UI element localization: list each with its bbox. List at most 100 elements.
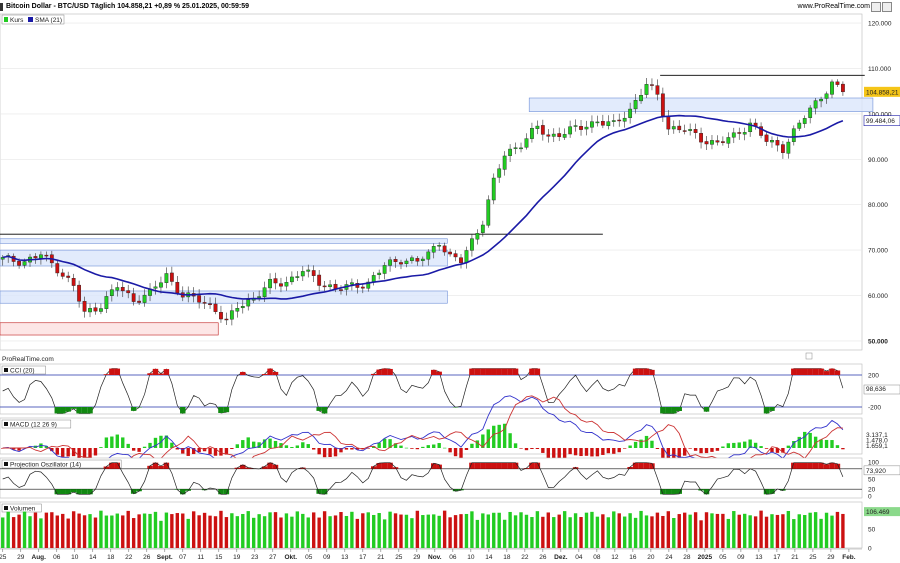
- po-overbought-fill: [480, 462, 486, 469]
- volume-bar: [481, 513, 485, 548]
- po-legend-icon: [4, 462, 8, 466]
- macd-histogram-bar: [366, 448, 370, 449]
- macd-histogram-bar: [208, 448, 212, 455]
- volume-bar: [737, 514, 741, 548]
- macd-histogram-bar: [508, 433, 512, 448]
- x-tick-label: 18: [107, 554, 115, 561]
- x-tick-label: 06: [53, 554, 61, 561]
- po-oversold-fill: [180, 489, 186, 495]
- candle-body: [66, 275, 71, 278]
- macd-histogram-bar: [55, 448, 59, 455]
- macd-histogram-bar: [519, 448, 523, 449]
- macd-histogram-bar: [388, 439, 392, 448]
- candle-body: [797, 122, 802, 129]
- x-tick-label: 26: [143, 554, 151, 561]
- po-overbought-fill: [267, 462, 273, 469]
- candle-body: [213, 303, 218, 312]
- macd-histogram-bar: [617, 448, 621, 453]
- x-tick-label: 07: [179, 554, 187, 561]
- cci-oversold-fill: [316, 407, 322, 411]
- candle-body: [742, 132, 747, 135]
- po-overbought-fill: [436, 464, 442, 469]
- cci-legend-box: [1, 365, 46, 375]
- x-tick-label: 11: [197, 554, 204, 561]
- cci-overbought-fill: [261, 374, 268, 375]
- po-oversold-fill: [130, 489, 137, 494]
- macd-histogram-bar: [290, 446, 294, 448]
- cci-overbought-fill: [649, 369, 655, 375]
- candle-body: [590, 121, 594, 128]
- macd-histogram-bar: [191, 448, 196, 455]
- volume-bar: [628, 513, 632, 548]
- price-y-tick-label: 100.000: [868, 111, 892, 118]
- volume-bar: [508, 511, 512, 548]
- po-oversold-fill: [218, 489, 224, 495]
- volume-bar: [688, 514, 692, 548]
- po-oversold-fill: [316, 489, 322, 494]
- chart-type-icon: [0, 3, 3, 11]
- po-legend-label: Projection Oszillator (14): [10, 462, 81, 469]
- volume-bar: [181, 513, 185, 548]
- volume-bar: [442, 510, 447, 548]
- po-line: [2, 462, 844, 495]
- macd-histogram-bar: [142, 446, 147, 448]
- candle-body: [519, 147, 523, 150]
- current-price-label: 104.858,21: [866, 89, 899, 96]
- cci-oversold-fill: [60, 407, 66, 414]
- candle-body: [388, 259, 392, 266]
- po-oversold-fill: [665, 489, 672, 495]
- volume-bar: [148, 513, 152, 548]
- cci-oversold-fill: [703, 407, 710, 412]
- window-minimize-button[interactable]: [871, 2, 881, 12]
- volume-bar: [110, 515, 114, 548]
- macd-histogram-bar: [262, 439, 267, 448]
- cci-overbought-fill: [632, 368, 639, 375]
- volume-bar: [317, 517, 321, 548]
- candle-body: [835, 81, 840, 85]
- po-overbought-fill: [638, 462, 644, 469]
- macd-histogram-bar: [530, 448, 534, 449]
- cci-oversold-fill: [321, 407, 328, 414]
- macd-histogram-bar: [622, 448, 627, 449]
- po-oversold-fill: [703, 489, 710, 495]
- po-overbought-fill: [474, 462, 481, 469]
- macd-histogram-bar: [781, 448, 785, 453]
- macd-histogram-bar: [721, 446, 725, 448]
- macd-histogram-bar: [197, 448, 201, 453]
- macd-histogram-bar: [803, 431, 807, 448]
- candle-body: [317, 274, 322, 286]
- volume-bar: [404, 514, 409, 548]
- volume-bar: [753, 516, 758, 548]
- candle-body: [377, 272, 382, 275]
- candle-body: [71, 278, 76, 286]
- window-maximize-button[interactable]: [882, 2, 892, 12]
- volume-bar: [748, 515, 752, 548]
- x-tick-label: Nov.: [428, 554, 442, 561]
- candle-body: [660, 93, 665, 116]
- macd-histogram-bar: [715, 448, 720, 451]
- macd-histogram-bar: [181, 448, 185, 454]
- candle-body: [524, 138, 529, 148]
- macd-histogram-bar: [633, 441, 638, 448]
- cci-overbought-fill: [812, 368, 819, 375]
- macd-histogram-bar: [726, 443, 731, 448]
- po-overbought-fill: [376, 463, 382, 469]
- x-tick-label: 25: [809, 554, 817, 561]
- macd-histogram-bar: [464, 448, 469, 450]
- macd-histogram-bar: [704, 448, 709, 454]
- macd-histogram-bar: [437, 443, 441, 448]
- candle-body: [699, 133, 703, 143]
- macd-histogram-bar: [699, 448, 703, 454]
- candle-body: [459, 257, 463, 264]
- macd-histogram-bar: [579, 448, 583, 457]
- chart-title: Bitcoin Dollar - BTC/USD Täglich 104.858…: [6, 3, 249, 10]
- candle-body: [420, 258, 425, 261]
- po-oversold-fill: [671, 489, 677, 495]
- volume-bar: [557, 514, 561, 548]
- volume-bar: [666, 511, 671, 548]
- volume-bar: [830, 515, 834, 548]
- volume-bar: [633, 517, 638, 548]
- volume-bar: [202, 512, 207, 548]
- volume-y-tick-label: 0: [868, 546, 872, 553]
